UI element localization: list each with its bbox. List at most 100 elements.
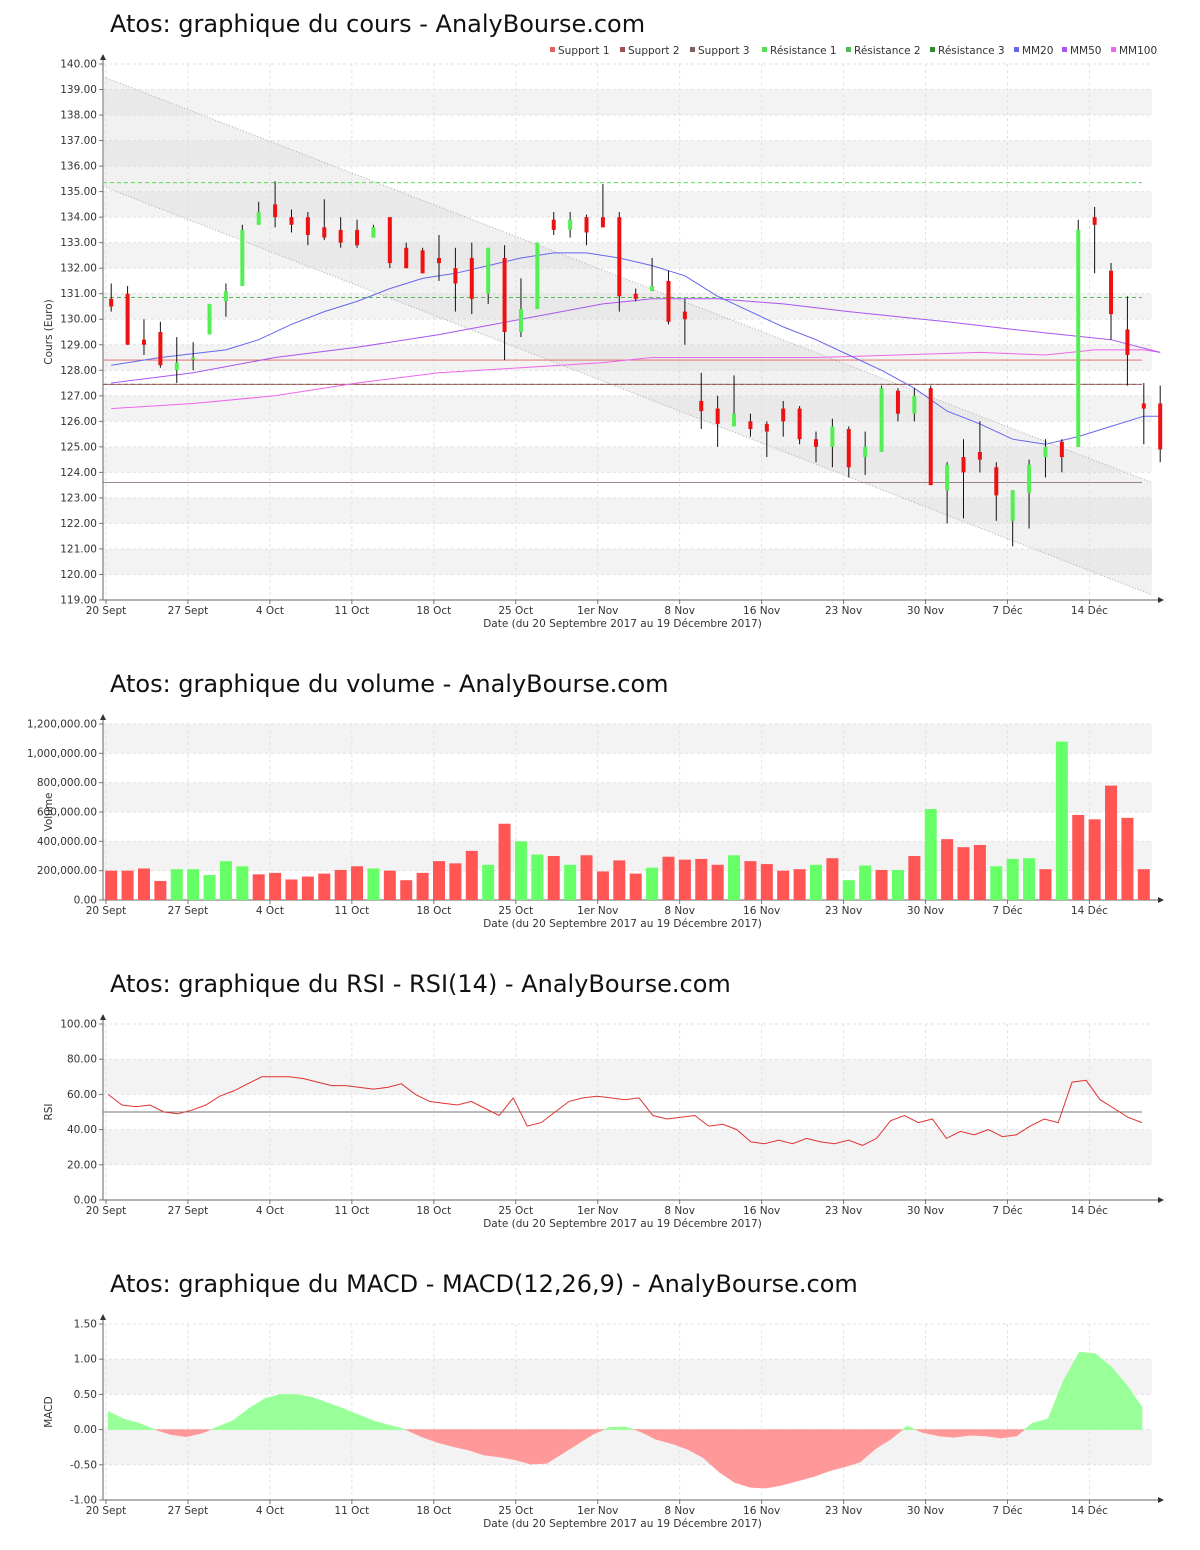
macd-ytick-label: 1.00 <box>74 1354 97 1366</box>
price-band <box>103 191 1152 218</box>
candle-body <box>633 293 638 299</box>
price-xtick-label: 11 Oct <box>334 605 369 617</box>
rsi-xtick-label: 20 Sept <box>86 1205 127 1217</box>
rsi-chart-title: Atos: graphique du RSI - RSI(14) - Analy… <box>110 970 731 998</box>
candle-body <box>666 280 671 322</box>
macd-xtick-label: 20 Sept <box>86 1505 127 1517</box>
candle-body <box>912 395 917 414</box>
candle-body <box>125 293 130 345</box>
candle-body <box>732 413 737 427</box>
volume-bar <box>859 865 872 900</box>
volume-bar <box>1023 858 1036 900</box>
volume-bar <box>990 866 1003 900</box>
legend-swatch <box>620 47 625 52</box>
macd-area-segment <box>217 1420 234 1430</box>
legend-label: Support 2 <box>628 45 680 57</box>
macd-xtick-label: 11 Oct <box>334 1505 369 1517</box>
macd-area-segment <box>515 1429 532 1465</box>
candle-body <box>568 219 573 230</box>
volume-band <box>103 724 1152 754</box>
macd-area-segment <box>499 1429 516 1461</box>
candle-body <box>846 428 851 468</box>
macd-xtick-label: 8 Nov <box>664 1505 695 1517</box>
macd-area-segment <box>1094 1352 1111 1430</box>
macd-xtick-label: 23 Nov <box>825 1505 862 1517</box>
volume-bar <box>744 861 757 900</box>
price-ytick-label: 137.00 <box>60 135 97 147</box>
legend-label: MM100 <box>1119 45 1157 57</box>
macd-area-segment <box>264 1394 281 1430</box>
macd-xtick-label: 27 Sept <box>168 1505 209 1517</box>
candle-body <box>502 257 507 332</box>
macd-ytick-label: 0.50 <box>74 1389 97 1401</box>
volume-xtick-label: 30 Nov <box>907 905 944 917</box>
macd-area-segment <box>734 1429 751 1488</box>
volume-bar <box>137 868 150 900</box>
candle-body <box>256 212 261 225</box>
legend-swatch <box>1111 47 1116 52</box>
macd-area-segment <box>358 1414 375 1430</box>
price-ytick-label: 122.00 <box>60 518 97 530</box>
candle-body <box>305 217 310 236</box>
macd-area-segment <box>530 1429 547 1465</box>
price-xtick-label: 25 Oct <box>498 605 533 617</box>
candle-body <box>977 451 982 460</box>
price-band <box>103 548 1152 575</box>
volume-bar <box>367 868 380 900</box>
volume-bar <box>236 866 249 900</box>
volume-bar <box>580 855 593 900</box>
candle-body <box>1059 441 1064 458</box>
macd-xtick-label: 18 Oct <box>416 1505 451 1517</box>
price-x-arrow <box>1158 597 1164 603</box>
volume-bar <box>908 856 921 900</box>
volume-bar <box>793 869 806 900</box>
rsi-xtick-label: 18 Oct <box>416 1205 451 1217</box>
candle-body <box>781 408 786 422</box>
price-xtick-label: 18 Oct <box>416 605 451 617</box>
candle-body <box>895 390 900 414</box>
legend-label: Résistance 3 <box>938 45 1005 57</box>
volume-bar <box>531 854 544 900</box>
volume-xlabel: Date (du 20 Septembre 2017 au 19 Décembr… <box>483 918 762 930</box>
volume-bar <box>728 855 741 900</box>
volume-bar <box>875 869 888 900</box>
rsi-ylabel: RSI <box>43 1103 55 1120</box>
macd-area-segment <box>327 1402 344 1430</box>
candle-body <box>961 457 966 473</box>
candle-body <box>322 227 327 238</box>
volume-xtick-label: 16 Nov <box>743 905 780 917</box>
volume-bar <box>269 872 282 900</box>
volume-bar <box>482 864 495 900</box>
volume-bar <box>351 866 364 900</box>
volume-bar <box>121 870 134 900</box>
price-ytick-label: 129.00 <box>60 339 97 351</box>
macd-area-segment <box>389 1424 406 1430</box>
rsi-xtick-label: 27 Sept <box>168 1205 209 1217</box>
volume-bar <box>1039 869 1052 900</box>
candle-body <box>928 388 933 486</box>
rsi-xtick-label: 30 Nov <box>907 1205 944 1217</box>
macd-area-segment <box>593 1429 605 1435</box>
candle-body <box>1010 490 1015 521</box>
macd-band <box>103 1359 1152 1395</box>
price-y-arrow <box>100 54 106 60</box>
legend-swatch <box>550 47 555 52</box>
rsi-ytick-label: 20.00 <box>67 1159 97 1171</box>
macd-area-segment <box>603 1427 610 1430</box>
volume-bar <box>301 876 314 900</box>
volume-ytick-label: 800,000.00 <box>37 777 97 789</box>
legend-label: MM50 <box>1070 45 1101 57</box>
candle-body <box>141 339 146 345</box>
rsi-band <box>103 1059 1152 1095</box>
candle-body <box>371 227 376 238</box>
rsi-chart: 0.00 20.00 40.00 60.00 80.00 100.00 20 Sept 27 … <box>43 1014 1164 1230</box>
rsi-xtick-label: 4 Oct <box>256 1205 284 1217</box>
volume-bar <box>596 871 609 900</box>
volume-ytick-label: 200,000.00 <box>37 865 97 877</box>
candle-body <box>715 408 720 424</box>
price-xtick-label: 30 Nov <box>907 605 944 617</box>
price-ytick-label: 131.00 <box>60 288 97 300</box>
volume-bar <box>154 880 167 900</box>
volume-bar <box>465 850 478 900</box>
